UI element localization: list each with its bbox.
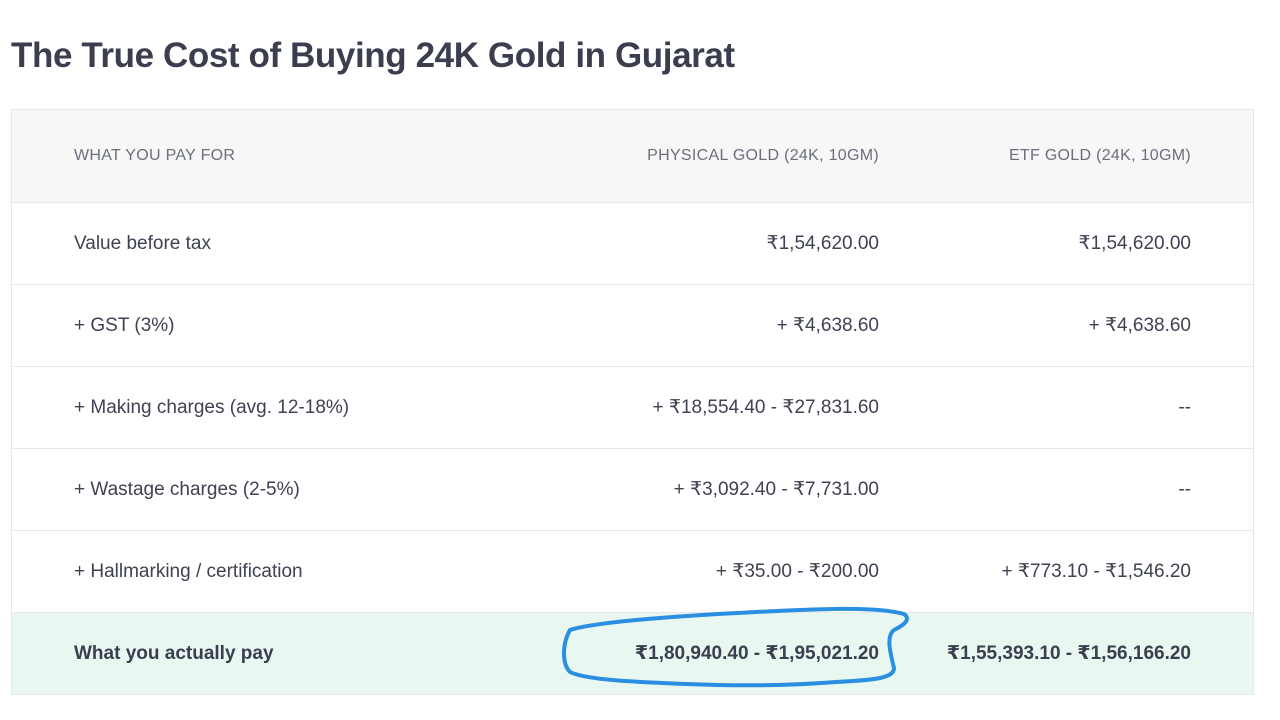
row-item-label: + Making charges (avg. 12-18%)	[74, 396, 350, 418]
table-row: + Making charges (avg. 12-18%) + ₹18,554…	[12, 366, 1253, 448]
row-etf-value: + ₹773.10 - ₹1,546.20	[1001, 561, 1191, 582]
page-title: The True Cost of Buying 24K Gold in Guja…	[11, 36, 735, 75]
table-row: + Hallmarking / certification + ₹35.00 -…	[12, 530, 1253, 612]
row-physical-value: + ₹4,638.60	[776, 315, 879, 336]
total-etf-value: ₹1,55,393.10 - ₹1,56,166.20	[946, 643, 1191, 664]
table-row: + GST (3%) + ₹4,638.60 + ₹4,638.60	[12, 284, 1253, 366]
column-header-physical: PHYSICAL GOLD (24K, 10GM)	[647, 147, 879, 164]
total-physical-value: ₹1,80,940.40 - ₹1,95,021.20	[634, 643, 879, 664]
row-physical-value: + ₹3,092.40 - ₹7,731.00	[673, 479, 879, 500]
table-row: Value before tax ₹1,54,620.00 ₹1,54,620.…	[12, 202, 1253, 284]
table-header-row: WHAT YOU PAY FOR PHYSICAL GOLD (24K, 10G…	[12, 110, 1253, 202]
row-etf-value: --	[1178, 396, 1191, 418]
cost-comparison-table: WHAT YOU PAY FOR PHYSICAL GOLD (24K, 10G…	[11, 109, 1254, 695]
row-etf-value: --	[1178, 478, 1191, 500]
table-row: + Wastage charges (2-5%) + ₹3,092.40 - ₹…	[12, 448, 1253, 530]
row-physical-value: + ₹35.00 - ₹200.00	[715, 561, 879, 582]
row-physical-value: + ₹18,554.40 - ₹27,831.60	[652, 397, 880, 418]
column-header-etf: ETF GOLD (24K, 10GM)	[1008, 147, 1191, 164]
row-physical-value: ₹1,54,620.00	[766, 233, 879, 254]
row-etf-value: ₹1,54,620.00	[1078, 233, 1191, 254]
total-row: What you actually pay ₹1,80,940.40 - ₹1,…	[12, 612, 1253, 694]
row-item-label: Value before tax	[74, 232, 211, 254]
row-item-label: + GST (3%)	[74, 314, 175, 336]
row-etf-value: + ₹4,638.60	[1088, 315, 1191, 336]
column-header-item: WHAT YOU PAY FOR	[74, 147, 236, 164]
row-item-label: + Hallmarking / certification	[74, 560, 303, 582]
row-item-label: + Wastage charges (2-5%)	[74, 478, 300, 500]
total-label: What you actually pay	[74, 642, 274, 664]
